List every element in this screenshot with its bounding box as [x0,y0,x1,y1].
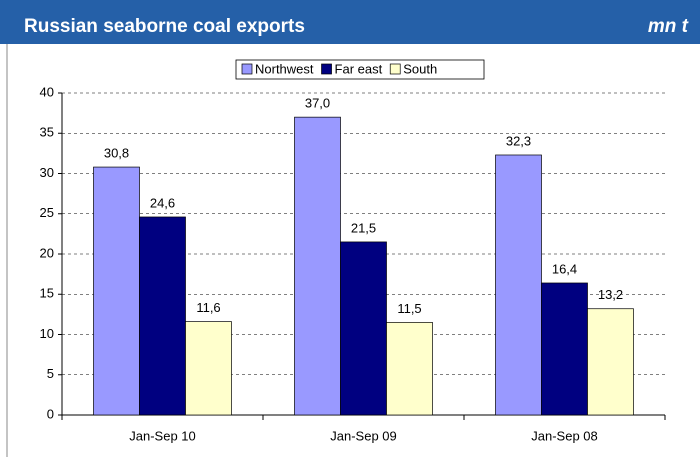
y-tick-label: 5 [47,366,54,381]
y-tick-label: 0 [47,406,54,421]
data-label: 13,2 [598,287,623,302]
bar [386,322,433,416]
data-label: 37,0 [305,96,330,111]
bar [139,216,186,416]
data-label: 11,6 [196,300,220,315]
bar [185,321,232,416]
x-tick-label: Jan-Sep 09 [330,428,397,443]
y-tick-label: 20 [40,245,54,260]
legend-label: Far east [335,61,383,76]
bar [587,308,634,416]
data-label: 21,5 [351,220,376,235]
legend-label: South [403,61,437,76]
y-tick-label: 40 [40,84,54,99]
data-label: 24,6 [150,195,175,210]
y-tick-label: 30 [40,165,54,180]
unit-label: mn t [648,16,689,37]
y-tick-label: 35 [40,125,54,140]
x-tick-label: Jan-Sep 10 [129,428,196,443]
data-label: 16,4 [552,261,577,276]
bar [340,241,387,416]
y-tick-label: 25 [40,205,54,220]
header-bar [0,0,700,44]
legend-swatch [241,63,253,75]
chart-title: Russian seaborne coal exports [24,16,305,37]
legend-swatch [389,63,401,75]
bar [541,282,588,416]
bar [294,116,341,416]
data-label: 30,8 [104,145,129,160]
data-label: 32,3 [506,133,531,148]
y-tick-label: 10 [40,326,54,341]
legend-swatch [321,63,332,75]
legend-box [235,59,485,80]
data-label: 11,5 [397,301,421,316]
bar [93,166,140,416]
legend-label: Northwest [255,61,314,76]
y-tick-label: 15 [40,286,54,301]
bar [495,154,542,416]
x-tick-label: Jan-Sep 08 [531,428,598,443]
